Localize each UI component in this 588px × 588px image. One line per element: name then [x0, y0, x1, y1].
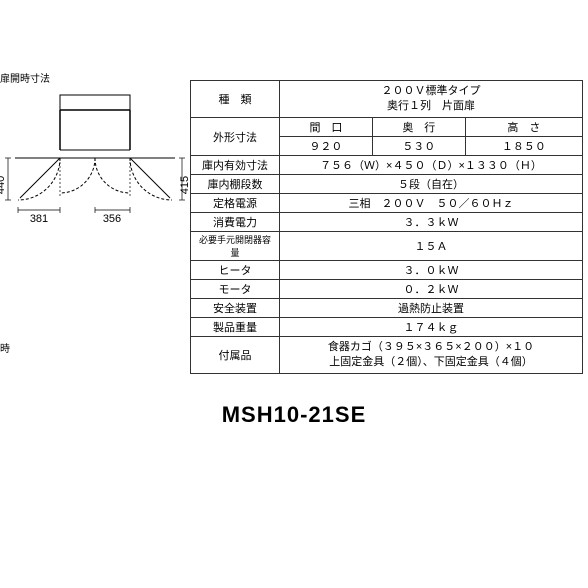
- spec-value: 三相 ２００Ｖ ５０／６０Ｈｚ: [280, 194, 583, 213]
- spec-label: 庫内有効寸法: [191, 156, 280, 175]
- spec-value: ０．２ｋＷ: [280, 280, 583, 299]
- spec-label: 定格電源: [191, 194, 280, 213]
- side-label: 時: [0, 340, 10, 355]
- spec-subheader: 高 さ: [465, 118, 582, 137]
- spec-value: ７５６（Ｗ）×４５０（Ｄ）×１３３０（Ｈ）: [280, 156, 583, 175]
- spec-value: ９２０: [280, 137, 373, 156]
- spec-label: ヒータ: [191, 261, 280, 280]
- dim-right-width: 356: [103, 213, 121, 225]
- door-open-diagram: 440 415 381 356: [0, 90, 190, 270]
- diagram-area: 扉開時寸法 440: [0, 80, 190, 374]
- spec-value: １７４ｋｇ: [280, 318, 583, 337]
- spec-value: ３．０ｋＷ: [280, 261, 583, 280]
- spec-label: 庫内棚段数: [191, 175, 280, 194]
- spec-label: 付属品: [191, 337, 280, 374]
- dim-left-width: 381: [30, 213, 48, 225]
- spec-value: 食器カゴ（３９５×３６５×２００）×１０上固定金具（２個）、下固定金具（４個）: [280, 337, 583, 374]
- spec-value: 過熱防止装置: [280, 299, 583, 318]
- spec-label: 必要手元開閉器容量: [191, 232, 280, 261]
- spec-table-area: 種 類２００Ｖ標準タイプ奥行１列 片面扉外形寸法間 口奥 行高 さ９２０５３０１…: [190, 80, 588, 374]
- dim-right-height: 415: [179, 176, 190, 194]
- diagram-title: 扉開時寸法: [0, 70, 50, 85]
- spec-value: ３．３ｋＷ: [280, 213, 583, 232]
- spec-label: 外形寸法: [191, 118, 280, 156]
- spec-value: １５Ａ: [280, 232, 583, 261]
- spec-value: １８５０: [465, 137, 582, 156]
- spec-label: 製品重量: [191, 318, 280, 337]
- spec-label: 安全装置: [191, 299, 280, 318]
- spec-value: ５段（自在）: [280, 175, 583, 194]
- main-container: 扉開時寸法 440: [0, 0, 588, 374]
- spec-label: 消費電力: [191, 213, 280, 232]
- dim-left-height: 440: [0, 176, 7, 194]
- spec-value: ５３０: [372, 137, 465, 156]
- spec-label: モータ: [191, 280, 280, 299]
- spec-table: 種 類２００Ｖ標準タイプ奥行１列 片面扉外形寸法間 口奥 行高 さ９２０５３０１…: [190, 80, 583, 374]
- spec-label: 種 類: [191, 81, 280, 118]
- spec-subheader: 奥 行: [372, 118, 465, 137]
- model-number: MSH10-21SE: [0, 402, 588, 428]
- spec-subheader: 間 口: [280, 118, 373, 137]
- spec-value: ２００Ｖ標準タイプ奥行１列 片面扉: [280, 81, 583, 118]
